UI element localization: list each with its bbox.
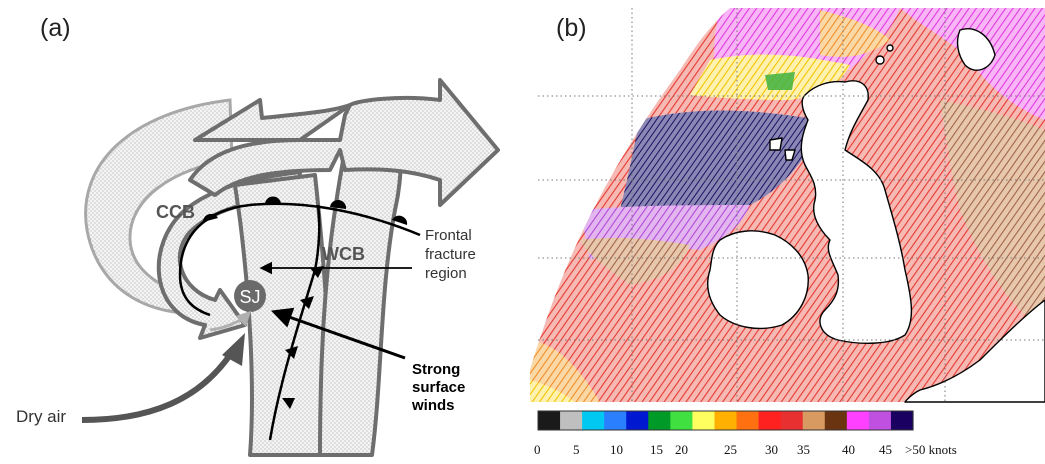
bent-back-front [178, 202, 421, 317]
cold-front [268, 204, 321, 441]
colorbar-swatch [626, 411, 649, 430]
ccb-inner-arrow [156, 170, 302, 340]
colorbar-swatch [560, 411, 583, 430]
panel-b-wind-map: (b) [520, 0, 1045, 459]
dry-air-arrow [81, 350, 235, 423]
sj-label: SJ [239, 287, 260, 307]
warm-front-bump [264, 196, 281, 205]
colorbar-tick: 45 [879, 442, 892, 457]
colorbar-swatch [538, 411, 561, 430]
cold-front-triangle [285, 346, 298, 359]
colorbar-tick: 5 [573, 442, 580, 457]
cold-front-triangle [310, 266, 324, 278]
colorbar-tick: 20 [675, 442, 688, 457]
colorbar-swatch [692, 411, 716, 430]
colorbar-swatch [714, 411, 738, 430]
colorbar-swatch [802, 411, 826, 430]
colorbar-tick: >50 knots [905, 442, 957, 457]
cold-front-triangle [282, 398, 295, 409]
colorbar-swatch [868, 411, 892, 430]
colorbar-swatch [846, 411, 870, 430]
sting-jet-circle [234, 280, 266, 312]
colorbar-frame [537, 410, 914, 431]
colorbar-swatch [890, 411, 914, 430]
panel-b-label: (b) [556, 14, 587, 42]
colorbar-tick: 0 [534, 442, 541, 457]
panel-a-conceptual-diagram: (a) [0, 0, 520, 459]
colorbar-swatch [582, 411, 605, 430]
cold-front-triangle [300, 296, 314, 309]
dry-air-arrowhead [222, 333, 245, 366]
colorbar-swatch [604, 411, 627, 430]
ccb-to-sj-arrow [209, 310, 252, 332]
colorbar-swatch [736, 411, 760, 430]
ccb-label: CCB [156, 202, 195, 222]
warm-front-bump [202, 213, 218, 222]
upper-arrow-top-lobe [193, 98, 352, 142]
strong-winds-arrow [271, 307, 406, 360]
colorbar-tick: 15 [650, 442, 663, 457]
sting-jet-diagram: CCB WCB SJ Frontal fracture region Stron… [16, 78, 500, 457]
colorbar-swatch [758, 411, 782, 430]
panel-a-label: (a) [40, 14, 71, 42]
strong-label-line2: surface [412, 379, 465, 396]
colorbar-tick: 25 [724, 442, 737, 457]
colorbar-swatch [824, 411, 848, 430]
colorbar-tick: 10 [610, 442, 623, 457]
colorbar-swatch [780, 411, 804, 430]
land-masses [707, 28, 1045, 403]
colorbar-tick: 30 [765, 442, 778, 457]
strong-label-line3: winds [411, 397, 455, 414]
frontal-label-line3: region [425, 265, 467, 282]
dry-air-label: Dry air [16, 407, 66, 426]
frontal-label-line2: fracture [425, 246, 476, 263]
scatterometer-wind-map [530, 8, 1045, 431]
warm-front-bump [392, 215, 408, 225]
ccb-outer-arm [84, 98, 234, 315]
colorbar-swatch [670, 411, 694, 430]
frontal-label-line1: Frontal [425, 227, 472, 244]
colorbar-swatch [648, 411, 671, 430]
wcb-right-edge [318, 148, 404, 457]
colorbar-tick: 35 [797, 442, 810, 457]
warm-front-bump [330, 199, 347, 209]
colorbar-tick: 40 [842, 442, 855, 457]
strong-label-line1: Strong [412, 361, 460, 378]
wind-speed-colorbar [537, 410, 914, 431]
lat-lon-grid [538, 8, 1045, 402]
wcb-label: WCB [322, 244, 365, 264]
